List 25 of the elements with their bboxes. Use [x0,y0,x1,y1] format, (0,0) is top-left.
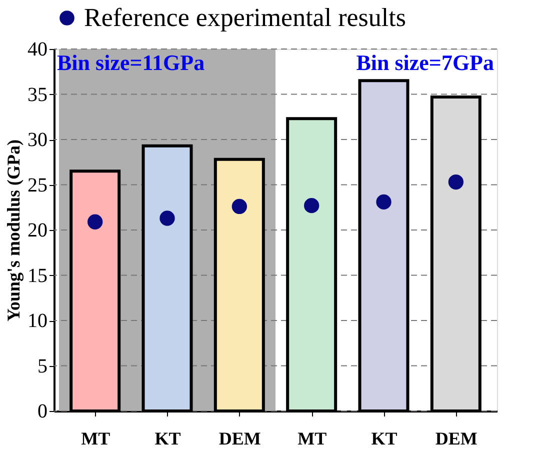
y-tick-label: 40 [28,38,48,60]
point [88,214,103,230]
y-tick-label: 20 [28,220,48,242]
x-tick-label: KT [371,428,398,448]
x-tick-label: KT [154,428,181,448]
y-tick-label: 5 [38,355,48,378]
y-tick-label: 25 [28,174,48,196]
x-tick-label: MT [81,428,110,448]
point [160,210,175,226]
y-tick-label: 0 [38,400,48,422]
point [304,198,320,214]
annotation: Bin size=11GPa [57,50,205,75]
y-axis-title: Young's modulus (GPa) [4,139,24,322]
point [376,194,392,210]
x-tick-label: DEM [435,428,478,448]
point [448,174,464,190]
y-tick-label: 30 [28,129,48,151]
point [232,198,247,214]
x-tick-label: MT [298,428,327,448]
legend-label: Reference experimental results [84,3,406,32]
y-tick-label: 15 [28,264,48,287]
y-tick-label: 35 [28,84,48,106]
y-tick-label: 10 [28,310,48,332]
x-tick-label: DEM [218,428,261,448]
annotation: Bin size=7GPa [356,50,494,75]
